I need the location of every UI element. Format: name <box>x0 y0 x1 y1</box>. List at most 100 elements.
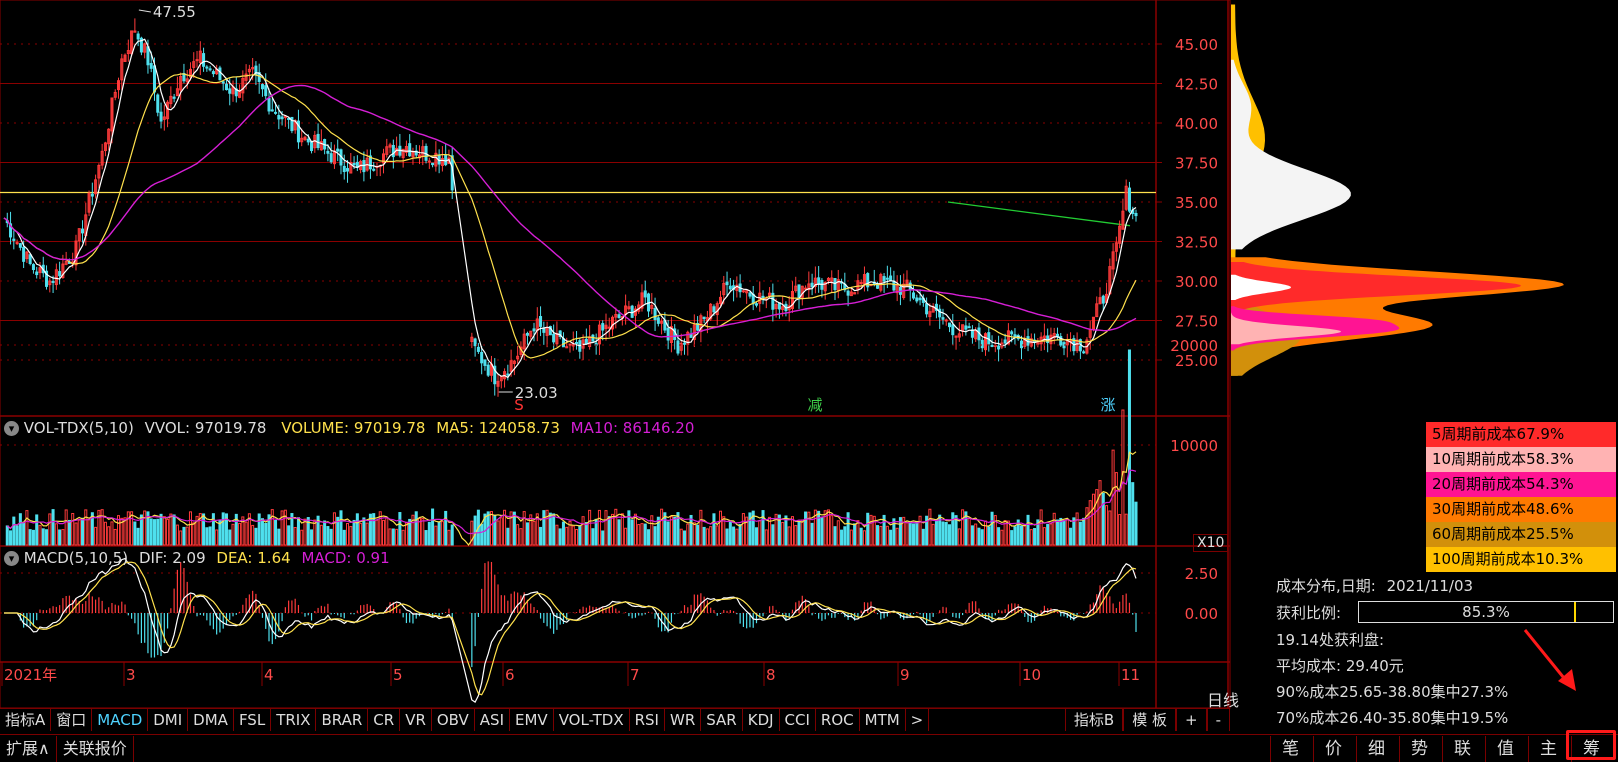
indicator-tab[interactable]: VR <box>400 708 432 731</box>
volume-bar <box>417 517 422 546</box>
volume-bar <box>349 526 353 546</box>
candle-body <box>368 155 372 170</box>
volume-bar <box>385 517 389 546</box>
volume-bar <box>620 513 624 546</box>
candle-body <box>885 277 889 280</box>
candle-body <box>329 153 333 163</box>
expand-button[interactable]: 扩展∧ <box>0 735 57 762</box>
indicator-tab-right[interactable]: + <box>1176 708 1207 731</box>
indicator-tab[interactable]: KDJ <box>743 708 780 731</box>
indicator-tab[interactable]: BRAR <box>316 708 369 731</box>
volume-bar <box>139 514 143 546</box>
side-tab[interactable]: 笔 <box>1270 736 1310 762</box>
indicator-tab[interactable]: DMA <box>188 708 234 731</box>
indicator-tab[interactable]: 指标A <box>0 708 52 731</box>
candle-body <box>81 228 85 234</box>
volume-bar <box>431 508 435 546</box>
indicator-tab[interactable]: ASI <box>475 708 510 731</box>
side-tab[interactable]: 价 <box>1313 736 1353 762</box>
candle-body <box>175 88 179 97</box>
volume-bar <box>313 519 317 546</box>
indicator-tab-right[interactable]: - <box>1206 708 1230 731</box>
indicator-tab[interactable]: DMI <box>148 708 189 731</box>
candle-body <box>87 192 91 213</box>
volume-bar <box>202 513 206 546</box>
volume-bar <box>584 522 588 546</box>
indicator-tab[interactable]: CR <box>368 708 401 731</box>
collapse-icon[interactable]: ▾ <box>4 421 19 436</box>
volume-bar <box>391 528 395 546</box>
volume-bar <box>912 523 916 546</box>
volume-bar <box>1072 517 1076 546</box>
side-tab[interactable]: 主 <box>1528 736 1568 762</box>
candle-body <box>192 61 196 68</box>
volume-bar <box>712 513 716 546</box>
candle-body <box>188 68 192 78</box>
indicator-tab[interactable]: MACD <box>92 708 149 731</box>
volume-bar <box>859 527 863 546</box>
candle-body <box>198 50 202 64</box>
indicator-tab[interactable]: WR <box>665 708 702 731</box>
indicator-tab[interactable]: RSI <box>630 708 665 731</box>
candle-body <box>185 78 189 83</box>
volume-bar <box>81 517 85 546</box>
volume-bar <box>169 513 173 546</box>
indicator-tab-right[interactable]: 指标B <box>1064 708 1124 731</box>
candle-body <box>427 160 431 163</box>
candle-body <box>126 50 130 55</box>
indicator-tab[interactable]: VOL-TDX <box>554 708 630 731</box>
side-tab[interactable]: 值 <box>1485 736 1525 762</box>
volume-bar <box>977 527 981 546</box>
period-label[interactable]: 日线 <box>1207 691 1240 710</box>
candle-body <box>493 365 497 385</box>
volume-bar <box>231 523 235 546</box>
indicator-tab[interactable]: > <box>906 708 930 731</box>
volume-bar <box>656 516 660 546</box>
volume-bar <box>725 528 729 546</box>
indicator-tab[interactable]: TRIX <box>271 708 317 731</box>
macd-tick-label: 2.50 <box>1185 565 1218 583</box>
volume-bar <box>113 528 117 546</box>
candle-body <box>686 331 690 345</box>
indicator-tab[interactable]: SAR <box>701 708 743 731</box>
side-tab[interactable]: 细 <box>1356 736 1396 762</box>
indicator-tab[interactable]: MTM <box>860 708 906 731</box>
candle-body <box>575 341 579 344</box>
indicator-tab[interactable]: FSL <box>234 708 272 731</box>
candle-body <box>1082 351 1086 354</box>
candle-body <box>643 290 647 298</box>
candle-body <box>862 274 866 285</box>
volume-bar <box>660 508 664 546</box>
candle-body <box>1134 212 1138 217</box>
candle-body <box>156 94 160 113</box>
collapse-icon[interactable]: ▾ <box>4 551 19 566</box>
candle-body <box>74 240 78 266</box>
volume-bar <box>67 519 71 546</box>
volume-bar <box>1023 524 1027 546</box>
candle-body <box>18 243 22 248</box>
volume-bar <box>885 525 889 546</box>
candle-body <box>280 116 284 120</box>
indicator-tab[interactable]: EMV <box>510 708 554 731</box>
side-tab[interactable]: 联 <box>1442 736 1482 762</box>
candle-body <box>349 162 353 174</box>
candle-body <box>388 144 392 148</box>
volume-bar <box>892 518 896 546</box>
volume-bar <box>427 521 431 546</box>
candle-body <box>408 143 412 157</box>
volume-bar <box>287 525 291 546</box>
side-tab[interactable]: 势 <box>1399 736 1439 762</box>
side-tab[interactable]: 筹 <box>1571 736 1611 762</box>
indicator-tab-right[interactable]: 模 板 <box>1123 708 1176 731</box>
candle-body <box>260 84 264 90</box>
related-quotes-button[interactable]: 关联报价 <box>57 735 134 762</box>
indicator-tab[interactable]: CCI <box>780 708 816 731</box>
volume-bar <box>205 527 209 546</box>
indicator-tab[interactable]: ROC <box>816 708 860 731</box>
candle-body <box>774 304 778 309</box>
volume-bar <box>591 528 595 546</box>
indicator-tab[interactable]: OBV <box>432 708 475 731</box>
volume-bar <box>872 515 876 546</box>
indicator-tab[interactable]: 窗口 <box>51 708 93 731</box>
